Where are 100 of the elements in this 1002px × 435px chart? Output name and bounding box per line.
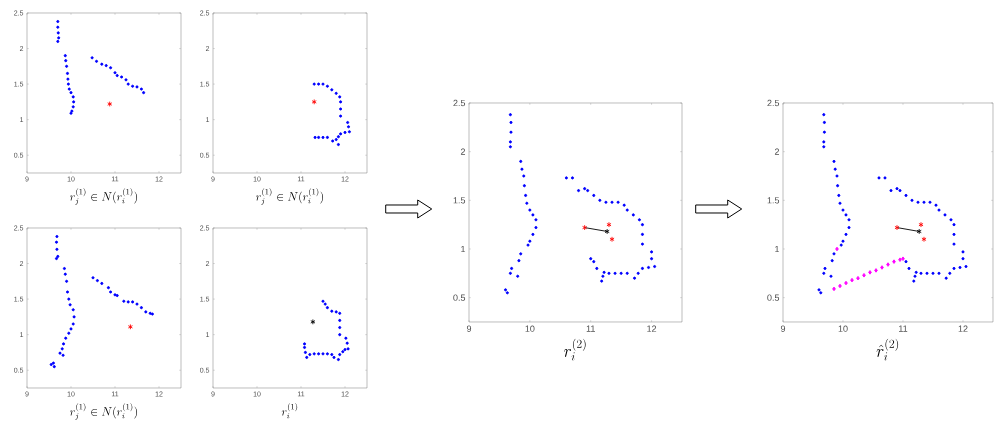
point <box>961 257 965 261</box>
point <box>104 64 108 68</box>
point <box>52 365 56 369</box>
point <box>65 279 69 283</box>
point <box>868 270 872 275</box>
point <box>949 218 953 222</box>
point <box>56 31 60 35</box>
point <box>925 271 929 275</box>
y-tick-label: 1 <box>775 245 780 253</box>
point <box>346 120 350 125</box>
point <box>321 135 325 139</box>
point <box>109 66 113 70</box>
point <box>131 300 135 304</box>
point <box>907 266 911 271</box>
point <box>822 145 826 149</box>
point <box>317 135 321 139</box>
point <box>609 236 615 243</box>
point <box>534 226 538 230</box>
point <box>325 352 329 356</box>
point <box>339 132 343 136</box>
point <box>592 260 596 264</box>
point <box>522 184 526 188</box>
point <box>517 259 521 263</box>
point <box>72 100 76 104</box>
point <box>598 198 602 202</box>
point <box>124 78 128 82</box>
point <box>640 223 644 227</box>
point <box>508 145 512 149</box>
point <box>877 176 881 180</box>
point <box>120 75 124 79</box>
point <box>910 198 914 202</box>
point <box>339 107 343 111</box>
point <box>107 101 113 107</box>
point <box>338 353 342 357</box>
point <box>334 310 338 314</box>
point <box>346 347 350 351</box>
point <box>339 100 343 104</box>
point <box>874 268 878 273</box>
point <box>338 333 342 337</box>
point <box>570 176 575 180</box>
point <box>338 325 342 330</box>
point <box>71 95 75 99</box>
point <box>625 208 629 212</box>
point <box>71 322 75 326</box>
point <box>895 187 899 191</box>
point <box>847 226 851 230</box>
point <box>832 252 836 256</box>
point <box>72 315 76 319</box>
point <box>631 213 635 217</box>
point <box>61 353 65 357</box>
point <box>325 135 329 139</box>
point <box>338 318 342 322</box>
point <box>922 200 926 204</box>
point <box>952 223 956 227</box>
point <box>100 62 104 66</box>
point <box>837 193 841 197</box>
point <box>564 176 568 180</box>
point <box>65 64 69 68</box>
point <box>90 56 94 60</box>
point <box>65 71 70 75</box>
y-tick-label: 2.5 <box>453 99 466 107</box>
point <box>886 262 890 267</box>
point <box>637 218 641 222</box>
point <box>844 280 848 286</box>
point <box>586 189 590 193</box>
point <box>937 208 941 212</box>
x-tick-label: 11 <box>899 325 908 332</box>
point <box>606 221 612 228</box>
point <box>94 59 99 63</box>
point <box>509 120 513 125</box>
point <box>508 113 512 117</box>
point <box>344 336 348 340</box>
x-axis-title: $\hat{r}_i^{(2)}$ <box>876 338 899 361</box>
point <box>904 260 908 264</box>
point <box>898 189 902 193</box>
point <box>330 88 334 92</box>
point <box>56 19 60 24</box>
point <box>343 130 347 134</box>
point <box>844 232 848 236</box>
point <box>838 283 842 289</box>
point <box>69 91 73 95</box>
point <box>66 77 70 81</box>
point <box>323 302 327 306</box>
point <box>822 271 826 275</box>
x-axis-title: $r_i^{(2)}$ <box>564 338 586 361</box>
point <box>61 342 66 346</box>
point <box>958 265 962 270</box>
point <box>944 276 948 280</box>
point <box>646 265 651 270</box>
point <box>913 274 917 278</box>
point <box>139 87 143 91</box>
point <box>64 59 68 63</box>
point <box>113 71 117 75</box>
point <box>55 247 59 251</box>
point <box>135 302 139 306</box>
point <box>331 139 335 143</box>
y-tick-label: 1.5 <box>453 197 466 204</box>
point <box>918 221 924 228</box>
point <box>56 254 60 258</box>
point <box>520 167 524 171</box>
